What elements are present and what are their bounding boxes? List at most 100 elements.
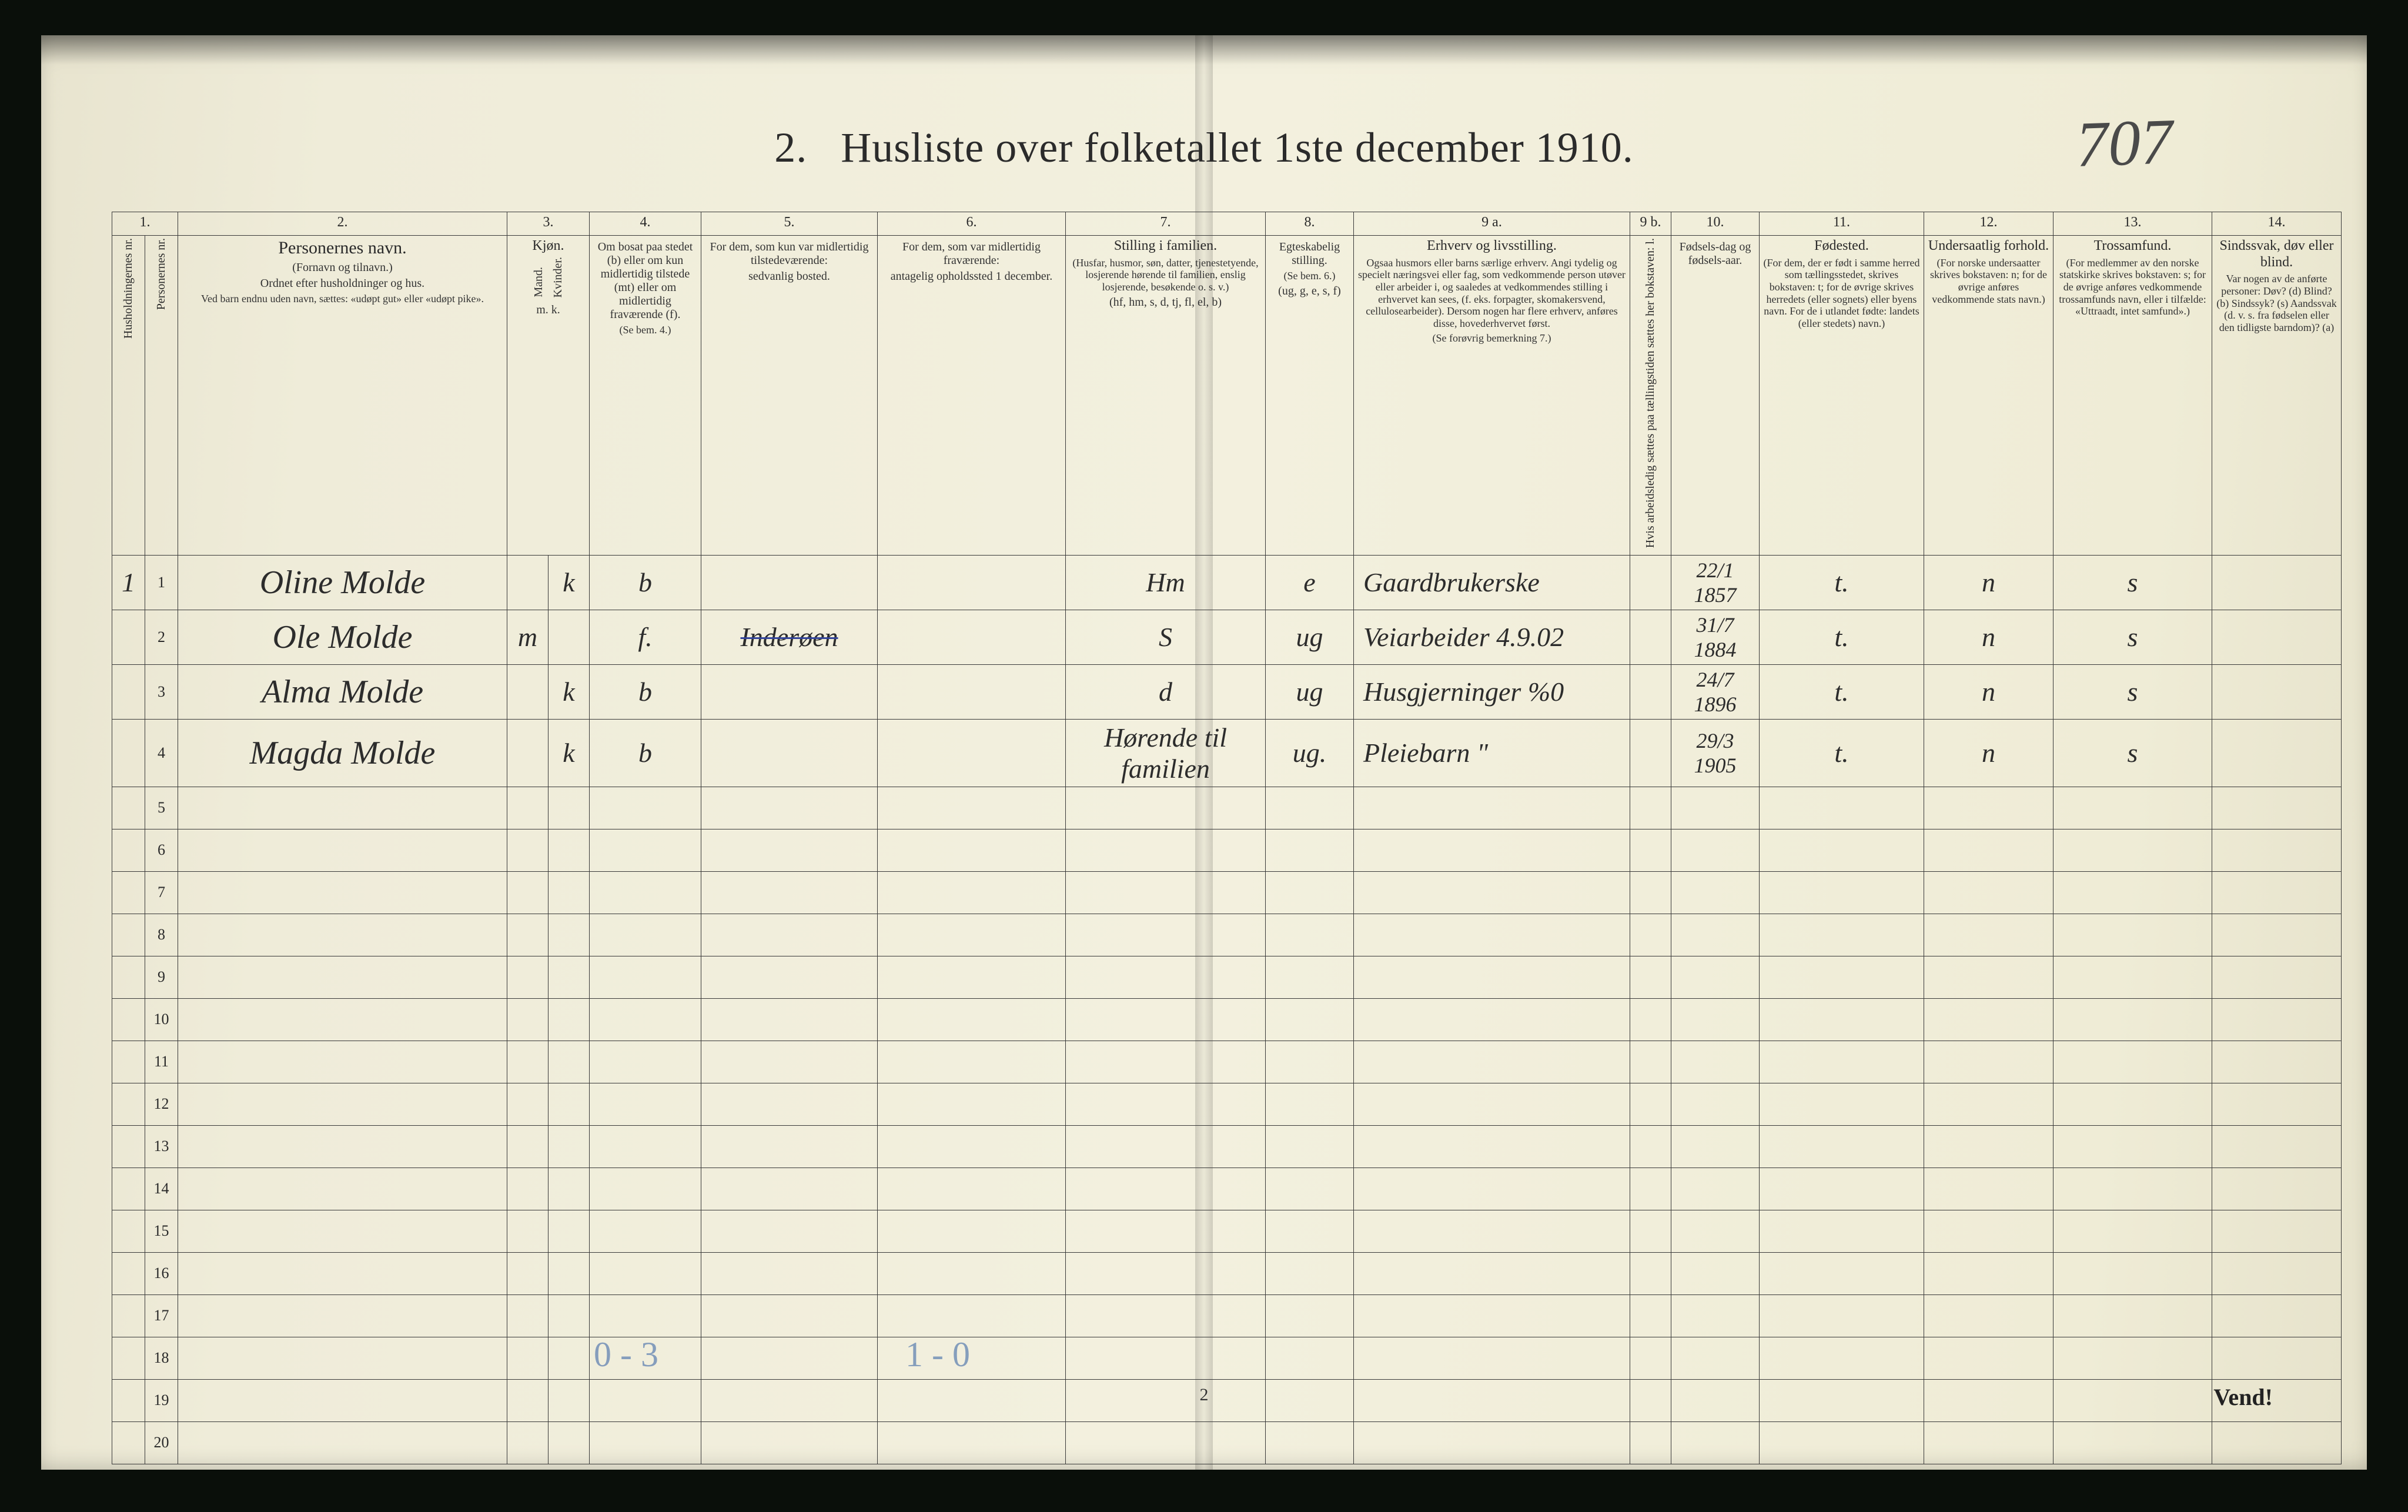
cell-name: Oline Molde bbox=[178, 555, 507, 610]
cell-empty bbox=[549, 1083, 590, 1125]
cell-household-no bbox=[112, 1252, 145, 1294]
cell-empty bbox=[1266, 829, 1354, 871]
cell-empty bbox=[178, 829, 507, 871]
cell-empty bbox=[507, 1168, 549, 1210]
cell-empty bbox=[2212, 914, 2342, 956]
cell-empty bbox=[1354, 1210, 1630, 1252]
cell-empty bbox=[1354, 956, 1630, 998]
cell-empty bbox=[1266, 1125, 1354, 1168]
cell-empty bbox=[2212, 1337, 2342, 1379]
cell-empty bbox=[507, 998, 549, 1041]
cell-empty bbox=[178, 998, 507, 1041]
cell-empty bbox=[2054, 787, 2212, 829]
cell-household-no bbox=[112, 1083, 145, 1125]
colnum-14: 14. bbox=[2212, 212, 2342, 236]
cell-empty bbox=[507, 956, 549, 998]
cell-empty bbox=[549, 1421, 590, 1464]
cell-birth: 31/7 1884 bbox=[1671, 610, 1760, 664]
cell-empty bbox=[1354, 1083, 1630, 1125]
cell-household-no bbox=[112, 1041, 145, 1083]
cell-empty bbox=[507, 1210, 549, 1252]
cell-person-no: 5 bbox=[145, 787, 178, 829]
cell-person-no: 20 bbox=[145, 1421, 178, 1464]
vend-label: Vend! bbox=[2213, 1383, 2273, 1411]
cell-household-no bbox=[112, 998, 145, 1041]
cell-empty bbox=[1354, 1337, 1630, 1379]
cell-empty bbox=[549, 914, 590, 956]
cell-birth: 22/1 1857 bbox=[1671, 555, 1760, 610]
cell-empty bbox=[2054, 914, 2212, 956]
cell-temp-absent bbox=[878, 555, 1066, 610]
cell-marital: ug bbox=[1266, 610, 1354, 664]
cell-empty bbox=[178, 1252, 507, 1294]
cell-empty bbox=[1671, 1168, 1760, 1210]
cell-empty bbox=[590, 914, 701, 956]
cell-empty bbox=[701, 1337, 878, 1379]
cell-empty bbox=[1924, 956, 2054, 998]
colnum-1: 1. bbox=[112, 212, 178, 236]
cell-empty bbox=[178, 1125, 507, 1168]
cell-empty bbox=[1354, 1252, 1630, 1294]
cell-empty bbox=[1760, 1210, 1924, 1252]
cell-empty bbox=[2054, 1421, 2212, 1464]
table-body: 11Oline MoldekbHmeGaardbrukerske22/1 185… bbox=[112, 555, 2342, 1464]
cell-empty bbox=[178, 1379, 507, 1421]
cell-disability bbox=[2212, 555, 2342, 610]
cell-empty bbox=[1066, 871, 1266, 914]
cell-person-no: 15 bbox=[145, 1210, 178, 1252]
cell-empty bbox=[878, 914, 1066, 956]
cell-empty bbox=[878, 998, 1066, 1041]
cell-empty bbox=[1266, 1421, 1354, 1464]
cell-empty bbox=[1924, 871, 2054, 914]
cell-disability bbox=[2212, 610, 2342, 664]
table-row: 3Alma MoldekbdugHusgjerninger %024/7 189… bbox=[112, 664, 2342, 719]
cell-empty bbox=[1760, 1252, 1924, 1294]
cell-temp-present: Inderøen bbox=[701, 610, 878, 664]
cell-empty bbox=[1760, 998, 1924, 1041]
cell-empty bbox=[1630, 1379, 1671, 1421]
cell-empty bbox=[1924, 1125, 2054, 1168]
cell-person-no: 6 bbox=[145, 829, 178, 871]
cell-empty bbox=[701, 956, 878, 998]
cell-empty bbox=[549, 1337, 590, 1379]
cell-person-no: 19 bbox=[145, 1379, 178, 1421]
cell-empty bbox=[1671, 1421, 1760, 1464]
cell-empty bbox=[701, 1125, 878, 1168]
cell-empty bbox=[701, 1379, 878, 1421]
scanned-page: 2. Husliste over folketallet 1ste decemb… bbox=[41, 35, 2367, 1470]
hdr-nationality: Undersaatlig forhold. (For norske unders… bbox=[1924, 236, 2054, 556]
cell-faith: s bbox=[2054, 555, 2212, 610]
cell-sex-m bbox=[507, 719, 549, 787]
colnum-7: 7. bbox=[1066, 212, 1266, 236]
cell-family-position: d bbox=[1066, 664, 1266, 719]
cell-empty bbox=[1066, 1294, 1266, 1337]
cell-faith: s bbox=[2054, 610, 2212, 664]
cell-empty bbox=[878, 1125, 1066, 1168]
cell-empty bbox=[1760, 1337, 1924, 1379]
cell-empty bbox=[507, 1083, 549, 1125]
cell-empty bbox=[701, 1421, 878, 1464]
hdr-faith: Trossamfund. (For medlemmer av den norsk… bbox=[2054, 236, 2212, 556]
cell-empty bbox=[1671, 1379, 1760, 1421]
cell-empty bbox=[2054, 1252, 2212, 1294]
table-row-empty: 9 bbox=[112, 956, 2342, 998]
cell-empty bbox=[1924, 1041, 2054, 1083]
cell-empty bbox=[1266, 1379, 1354, 1421]
cell-household-no: 1 bbox=[112, 555, 145, 610]
cell-empty bbox=[1924, 1083, 2054, 1125]
cell-empty bbox=[878, 1041, 1066, 1083]
cell-household-no bbox=[112, 1421, 145, 1464]
cell-empty bbox=[1630, 1168, 1671, 1210]
cell-empty bbox=[2212, 1041, 2342, 1083]
cell-empty bbox=[1266, 787, 1354, 829]
cell-empty bbox=[878, 1421, 1066, 1464]
cell-empty bbox=[590, 1379, 701, 1421]
cell-empty bbox=[1354, 1421, 1630, 1464]
colnum-2: 2. bbox=[178, 212, 507, 236]
cell-empty bbox=[701, 1083, 878, 1125]
cell-empty bbox=[1266, 871, 1354, 914]
cell-household-no bbox=[112, 1125, 145, 1168]
cell-person-no: 12 bbox=[145, 1083, 178, 1125]
colnum-9a: 9 a. bbox=[1354, 212, 1630, 236]
cell-empty bbox=[1266, 1252, 1354, 1294]
